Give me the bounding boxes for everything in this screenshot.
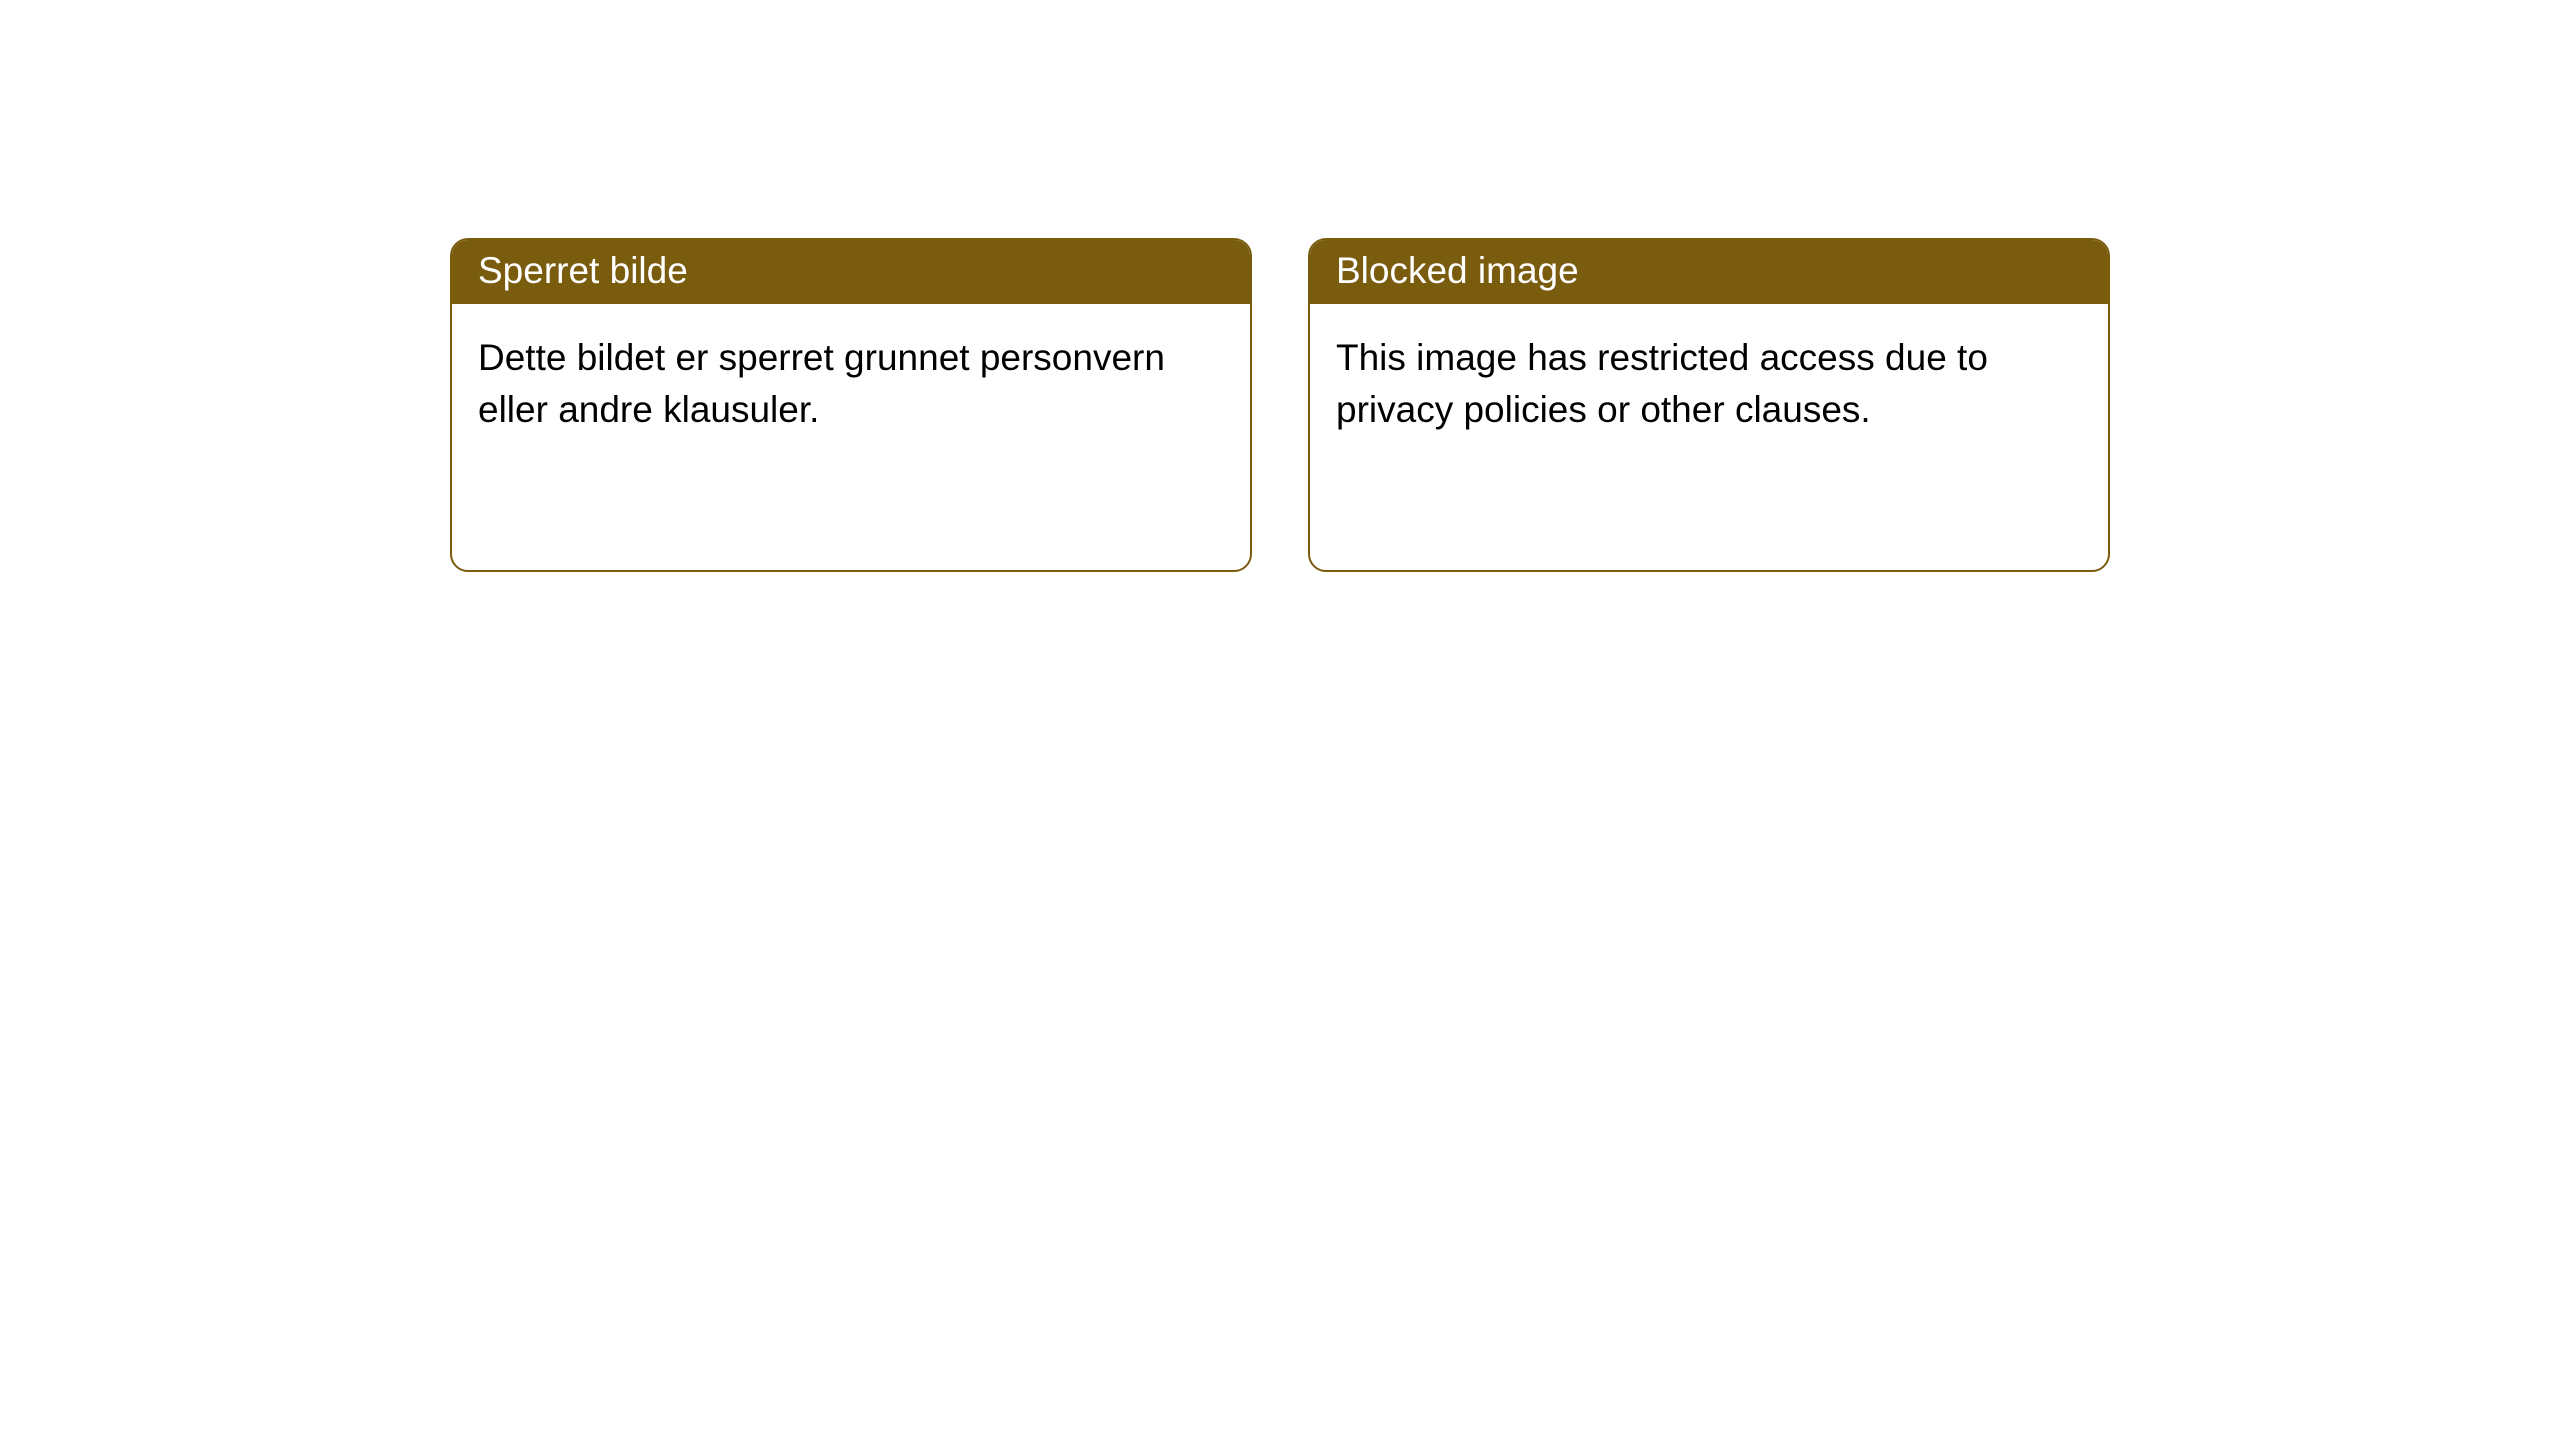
notice-body: Dette bildet er sperret grunnet personve…: [452, 304, 1250, 464]
notice-container: Sperret bilde Dette bildet er sperret gr…: [0, 0, 2560, 572]
notice-title: Sperret bilde: [452, 240, 1250, 304]
notice-card-norwegian: Sperret bilde Dette bildet er sperret gr…: [450, 238, 1252, 572]
notice-title: Blocked image: [1310, 240, 2108, 304]
notice-body: This image has restricted access due to …: [1310, 304, 2108, 464]
notice-card-english: Blocked image This image has restricted …: [1308, 238, 2110, 572]
